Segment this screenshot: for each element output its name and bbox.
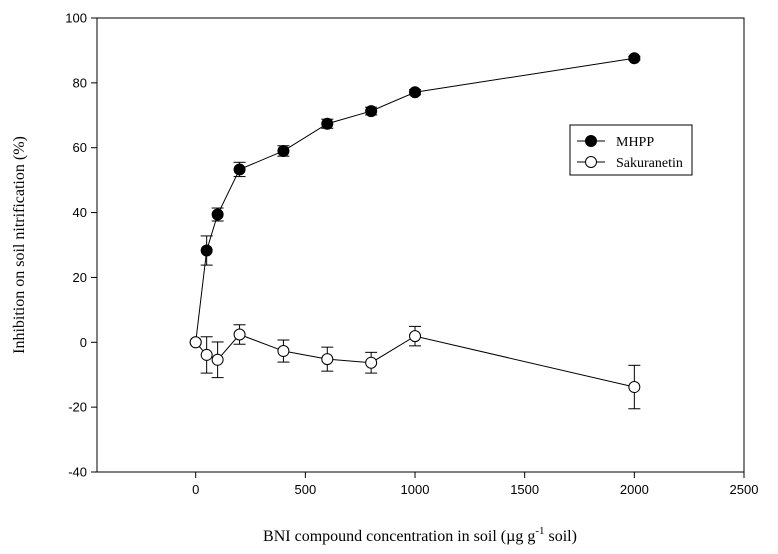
legend: MHPP Sakuranetin — [569, 124, 693, 176]
plot-frame — [96, 17, 745, 473]
data-point-sakuranetin — [211, 353, 224, 366]
x-axis-ticks: 0 500 1000 1500 2000 2500 — [192, 472, 758, 497]
y-tick-label: 20 — [73, 270, 87, 285]
series-layer — [189, 52, 641, 410]
y-axis-title: Inhibition on soil nitrification (%) — [11, 136, 28, 354]
data-point-sakuranetin — [233, 328, 246, 341]
data-point-mhpp — [628, 52, 641, 65]
data-point-sakuranetin — [409, 330, 422, 343]
series-sakuranetin — [189, 324, 641, 410]
data-point-sakuranetin — [189, 336, 202, 349]
data-point-mhpp — [200, 244, 213, 257]
data-point-sakuranetin — [200, 348, 213, 361]
y-tick-label: 60 — [73, 140, 87, 155]
data-point-sakuranetin — [628, 381, 641, 394]
series-mhpp — [189, 52, 641, 349]
x-tick-label: 1500 — [510, 482, 539, 497]
data-point-mhpp — [211, 208, 224, 221]
data-point-mhpp — [277, 144, 290, 157]
x-tick-label: 2500 — [730, 482, 759, 497]
x-tick-label: 2000 — [620, 482, 649, 497]
legend-label-sakuranetin: Sakuranetin — [616, 156, 683, 171]
data-point-sakuranetin — [277, 345, 290, 358]
y-tick-label: 40 — [73, 205, 87, 220]
legend-marker-mhpp — [585, 135, 597, 147]
x-tick-label: 1000 — [401, 482, 430, 497]
y-tick-label: 0 — [80, 335, 87, 350]
series-line-mhpp — [195, 57, 635, 343]
x-tick-label: 0 — [192, 482, 199, 497]
data-point-mhpp — [409, 86, 422, 99]
plot-area-border — [96, 17, 745, 473]
x-tick-label: 500 — [295, 482, 317, 497]
data-point-sakuranetin — [321, 353, 334, 366]
legend-marker-sakuranetin — [585, 156, 597, 168]
data-point-mhpp — [233, 163, 246, 176]
y-tick-label: 100 — [65, 11, 87, 26]
data-point-sakuranetin — [365, 356, 378, 369]
x-axis-title: BNI compound concentration in soil (µg g… — [263, 525, 577, 545]
legend-label-mhpp: MHPP — [616, 135, 654, 150]
y-tick-label: 80 — [73, 75, 87, 90]
data-point-mhpp — [365, 105, 378, 118]
y-axis-ticks: -40 -20 0 20 40 60 80 100 — [65, 11, 97, 480]
data-point-mhpp — [321, 117, 334, 130]
y-tick-label: -20 — [68, 400, 87, 415]
y-tick-label: -40 — [68, 465, 87, 480]
